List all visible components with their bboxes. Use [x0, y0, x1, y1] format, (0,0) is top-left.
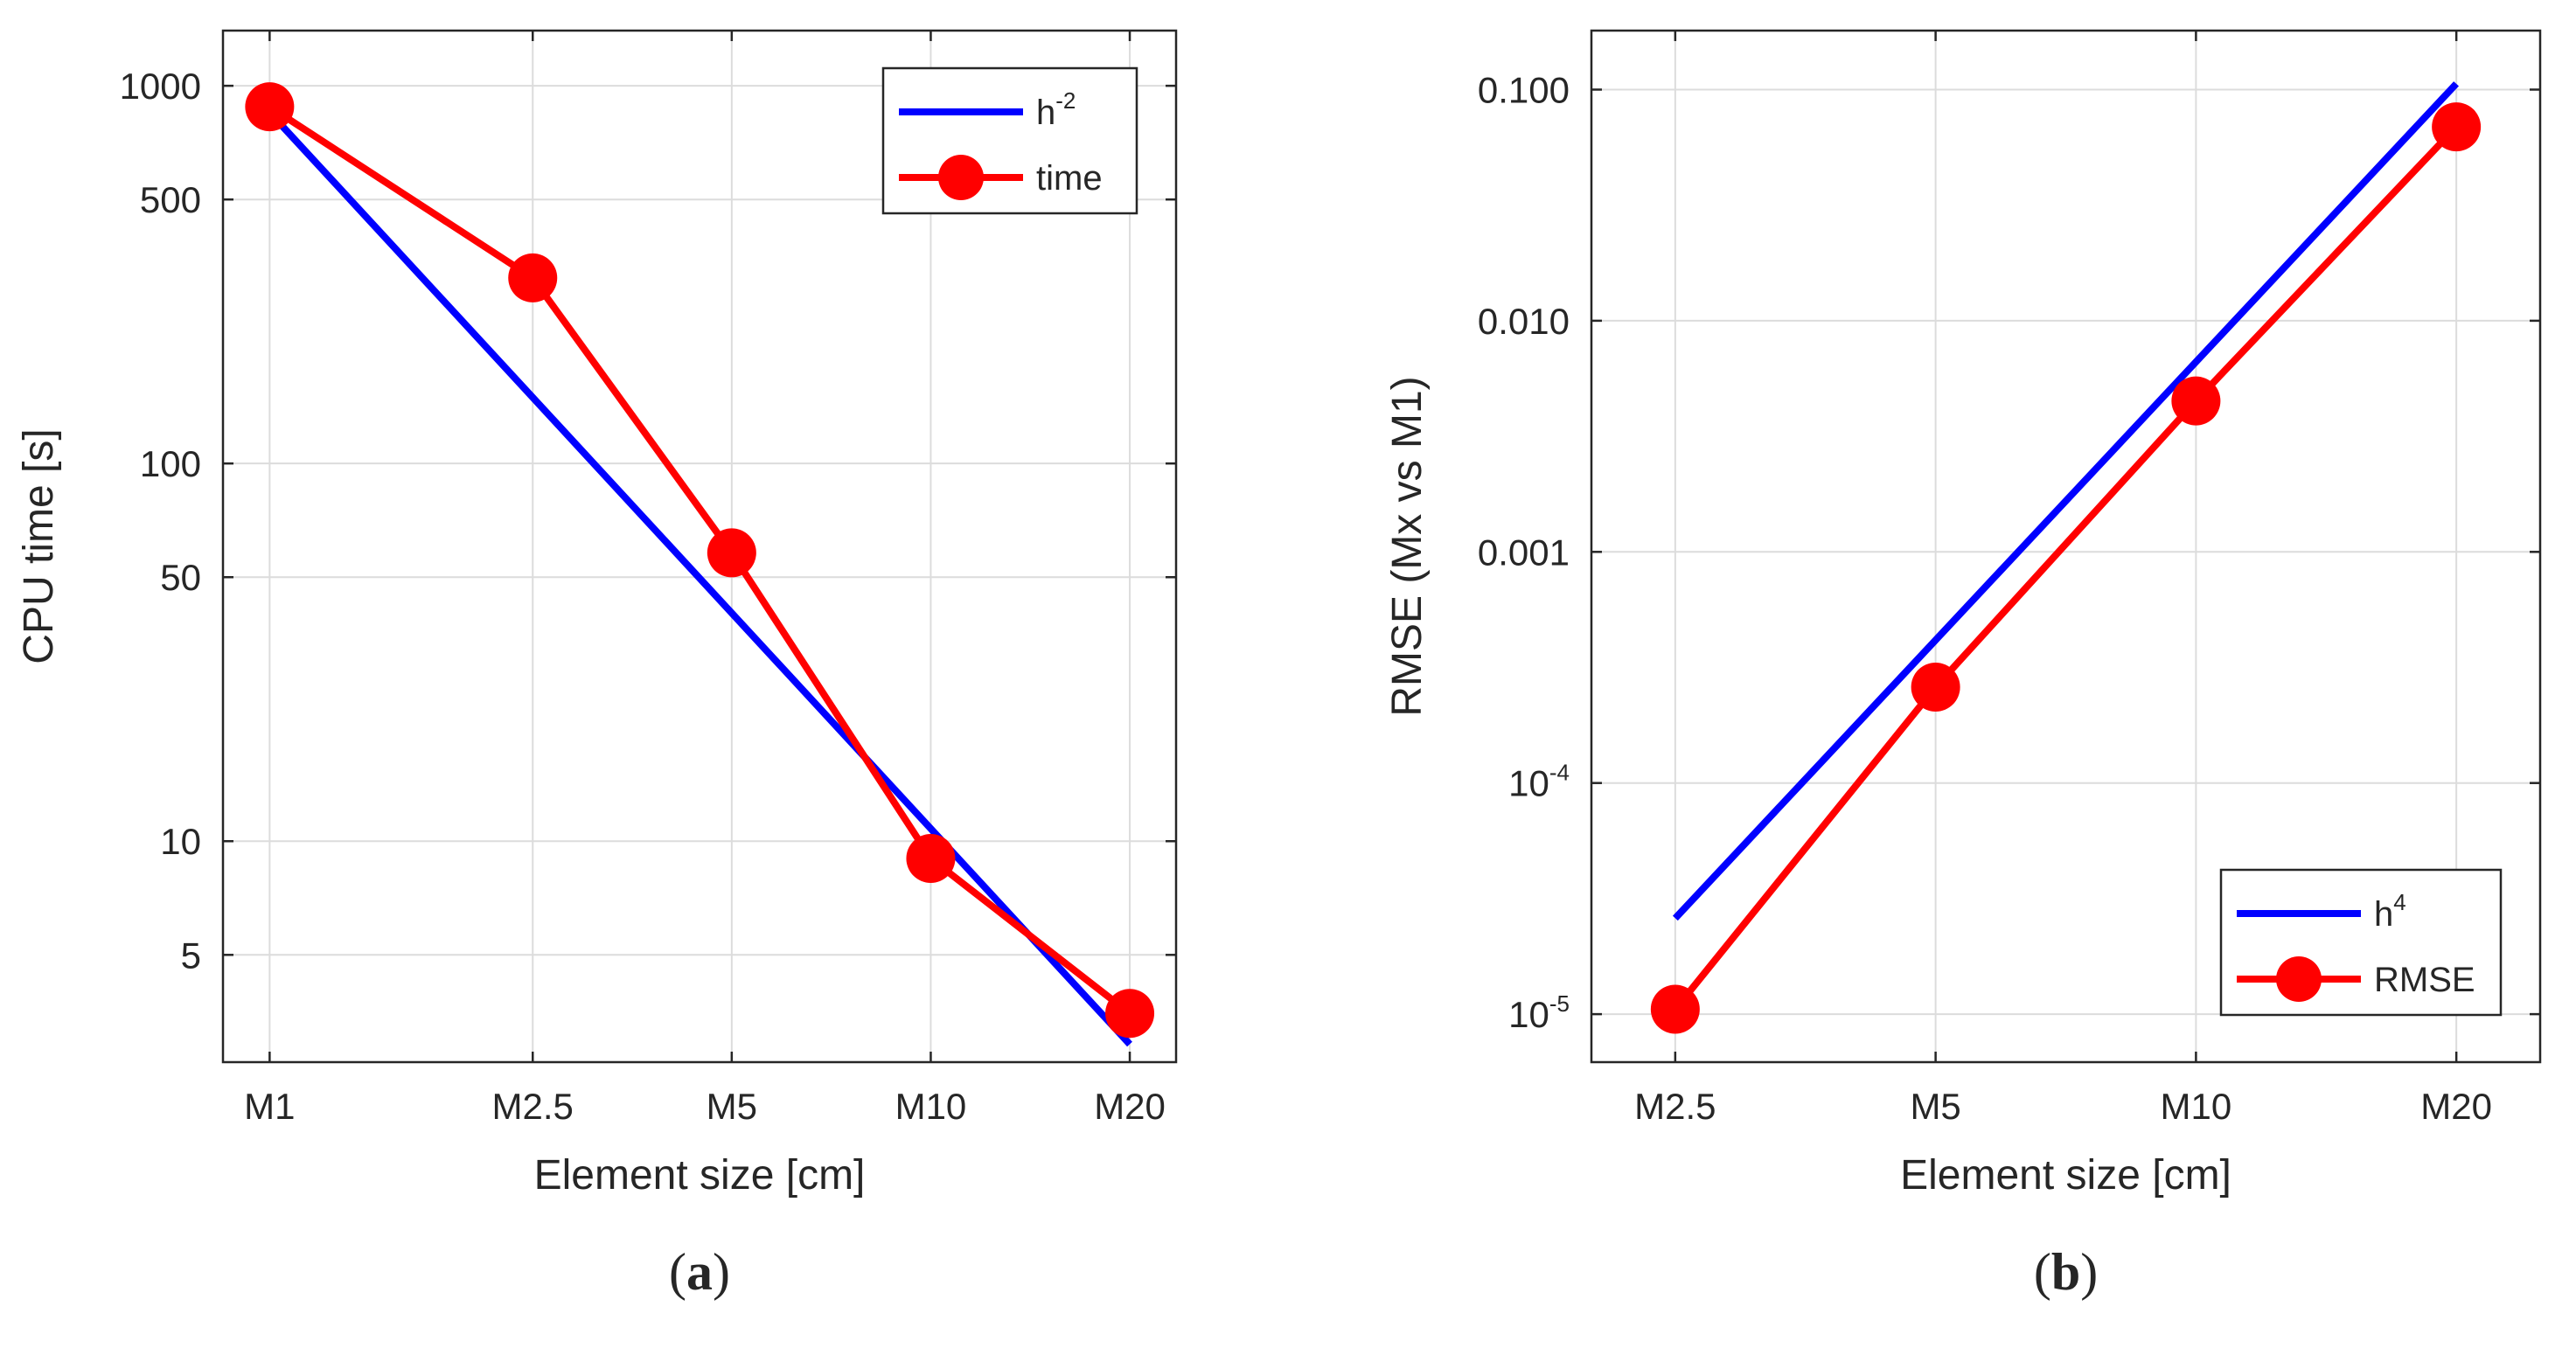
- x-tick-label: M20: [2420, 1086, 2492, 1127]
- legend: h-2 time: [881, 66, 1138, 215]
- chart-panel-b: M2.5 M5 M10 M20 10-5 10-4 0.001 0.010 0.100 Eleme…: [1384, 29, 2542, 1301]
- panel-label: (a): [669, 1243, 730, 1301]
- data-point: [906, 834, 956, 884]
- y-tick-label: 10: [160, 821, 201, 862]
- x-tick-label: M2.5: [1634, 1086, 1716, 1127]
- x-tick-label: M10: [2161, 1086, 2232, 1127]
- y-axis-title: RMSE (Mx vs M1): [1384, 376, 1431, 716]
- data-point: [1650, 984, 1700, 1034]
- panel-label: (b): [2034, 1243, 2098, 1301]
- x-axis-title: Element size [cm]: [534, 1152, 866, 1199]
- legend-label: RMSE: [2374, 961, 2475, 999]
- data-point: [707, 528, 756, 578]
- legend-label: h4: [2374, 889, 2406, 934]
- y-tick-label: 1000: [120, 66, 201, 107]
- legend: h4 RMSE: [2219, 868, 2503, 1017]
- series-line-h: [1672, 81, 2460, 921]
- y-tick-label: 50: [160, 557, 201, 598]
- data-point: [1911, 662, 1960, 712]
- y-tick-label: 5: [181, 935, 201, 976]
- legend-swatch-marker: [2276, 956, 2322, 1002]
- series-line-time: [268, 103, 1132, 1017]
- y-axis-title: CPU time [s]: [16, 428, 62, 664]
- x-tick-label: M5: [1910, 1086, 1960, 1127]
- data-point: [2432, 102, 2482, 152]
- legend-box: [2219, 868, 2503, 1017]
- x-tick-label: M1: [244, 1086, 295, 1127]
- data-point: [1105, 989, 1155, 1039]
- axes-frame: [221, 29, 1178, 1064]
- y-tick-label: 10-5: [1508, 990, 1570, 1035]
- y-tick-label: 0.100: [1478, 69, 1570, 110]
- x-axis-title: Element size [cm]: [1900, 1152, 2231, 1199]
- y-tick-label: 500: [140, 179, 201, 220]
- axes-frame: [1590, 29, 2542, 1064]
- series-line-h: [267, 109, 1132, 1047]
- x-tick-label: M5: [707, 1086, 757, 1127]
- data-point: [245, 82, 295, 132]
- x-tick-label: M10: [895, 1086, 967, 1127]
- legend-label: h-2: [1036, 87, 1076, 132]
- x-tick-label: M2.5: [492, 1086, 574, 1127]
- data-point: [2171, 376, 2221, 426]
- legend-label: time: [1036, 159, 1103, 198]
- legend-swatch-marker: [938, 155, 984, 200]
- y-tick-label: 0.010: [1478, 301, 1570, 342]
- y-tick-label: 10-4: [1508, 760, 1570, 804]
- x-tick-label: M20: [1094, 1086, 1166, 1127]
- legend-box: [881, 66, 1138, 215]
- data-point: [508, 253, 558, 302]
- y-tick-label: 0.001: [1478, 532, 1570, 573]
- chart-panel-a: M1 M2.5 M5 M10 M20 5 10 50 100 500 1000 Element siz…: [16, 29, 1178, 1301]
- series-line-rmse: [1672, 124, 2460, 1012]
- y-tick-label: 100: [140, 443, 201, 484]
